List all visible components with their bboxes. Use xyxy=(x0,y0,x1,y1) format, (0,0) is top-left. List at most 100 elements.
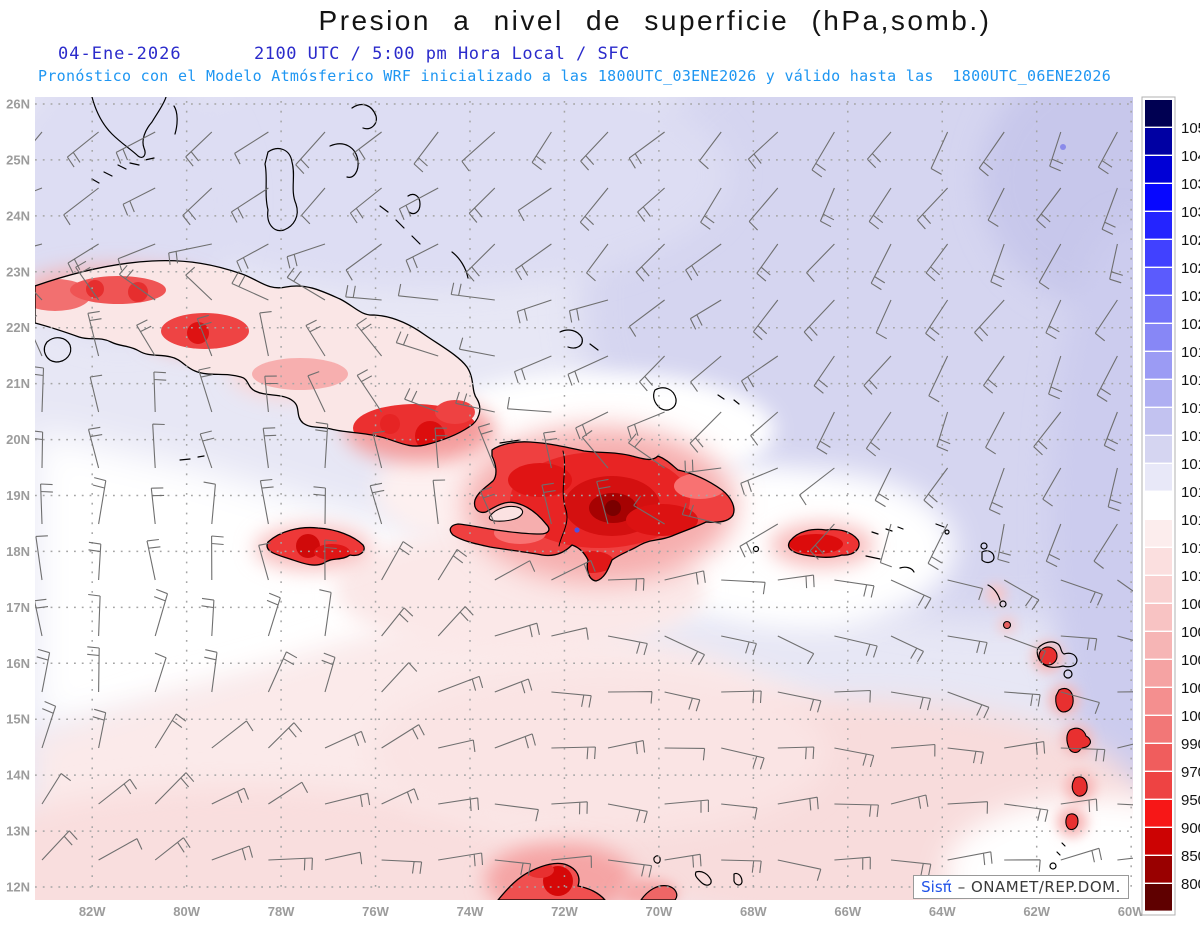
wind-barb xyxy=(1094,299,1118,342)
wind-barb xyxy=(575,411,609,440)
wind-barb xyxy=(258,542,271,581)
colorbar-cell xyxy=(1145,856,1172,883)
wind-barb xyxy=(689,299,722,330)
wind-barb xyxy=(741,355,779,392)
barbuda xyxy=(980,542,988,550)
wind-barb xyxy=(35,291,43,301)
martinique-low xyxy=(1066,727,1091,753)
wind-barb xyxy=(41,700,57,749)
wind-barb xyxy=(1004,803,1049,822)
colorbar-label: 1040 xyxy=(1181,148,1200,165)
wind-barb xyxy=(664,799,709,813)
colorbar-cell xyxy=(1145,492,1172,519)
wind-barb xyxy=(35,131,43,142)
florida-keys xyxy=(91,157,155,184)
colorbar-label: 900 xyxy=(1181,820,1200,837)
wind-barb xyxy=(404,388,439,413)
wind-barb xyxy=(747,131,779,169)
wind-barb xyxy=(154,772,195,805)
grenadines xyxy=(1056,842,1066,856)
wind-barb xyxy=(633,495,665,525)
blob xyxy=(86,280,104,298)
wind-barb xyxy=(268,781,309,805)
blob xyxy=(380,414,400,434)
wind-barb xyxy=(639,355,665,392)
wind-barb xyxy=(1107,467,1122,512)
wind-barb xyxy=(1004,635,1046,663)
colorbar-cell xyxy=(1145,660,1172,687)
wind-barb xyxy=(870,243,892,291)
wind-barb xyxy=(923,467,949,509)
colorbar-label: 1013 xyxy=(1181,512,1200,529)
wind-barb xyxy=(372,430,385,469)
wind-barb xyxy=(185,131,213,167)
wind-barb xyxy=(983,355,1005,394)
wind-barb xyxy=(146,538,161,581)
wind-barb xyxy=(581,430,609,469)
andros-island xyxy=(264,148,298,232)
wind-barb xyxy=(203,481,216,525)
watermark-brand: Sisπ́ xyxy=(921,878,952,896)
mona-island xyxy=(752,545,760,553)
wind-barb xyxy=(1045,523,1062,568)
wind-barb xyxy=(551,746,596,760)
colorbar-cell xyxy=(1145,128,1172,155)
pink-zone-caribbean xyxy=(370,667,830,837)
lat-label: 22N xyxy=(6,320,30,335)
wind-barb xyxy=(1004,741,1046,755)
wind-barb xyxy=(1060,747,1106,762)
wind-barb xyxy=(494,859,532,876)
wind-barb xyxy=(437,548,468,581)
lat-label: 23N xyxy=(6,264,30,279)
blob xyxy=(435,400,475,424)
wind-barb xyxy=(1093,523,1118,569)
wind-barb xyxy=(531,131,552,171)
wind-barb xyxy=(664,570,706,585)
wind-barb xyxy=(455,391,495,413)
colorbar-label: 990 xyxy=(1181,736,1200,753)
wind-barb xyxy=(152,423,165,469)
wind-barb xyxy=(494,803,539,822)
wind-barb xyxy=(234,131,269,165)
wind-barb xyxy=(925,243,949,282)
wind-barb xyxy=(813,355,835,394)
colorbar-cell xyxy=(1145,324,1172,351)
wind-barb xyxy=(154,837,191,861)
wind-barb xyxy=(834,689,871,703)
wind-barb xyxy=(494,560,536,581)
wind-barb xyxy=(927,523,949,571)
wind-barb xyxy=(1004,859,1041,872)
wind-barb xyxy=(41,830,78,861)
wind-barb xyxy=(990,243,1005,288)
wind-barb xyxy=(1042,467,1062,507)
wind-barb xyxy=(286,243,326,269)
wind-barb xyxy=(607,691,653,704)
wind-barb xyxy=(356,369,383,413)
wind-barb xyxy=(295,131,326,174)
lon-label: 68W xyxy=(740,904,767,919)
wind-barb xyxy=(67,243,99,274)
colorbar-cell xyxy=(1145,100,1172,127)
wind-barb xyxy=(628,299,665,337)
blob xyxy=(605,500,621,516)
wind-barb xyxy=(307,371,326,413)
colorbar-cell xyxy=(1145,772,1172,799)
lat-label: 20N xyxy=(6,432,30,447)
wind-barb xyxy=(607,635,648,656)
wind-barb xyxy=(567,355,609,386)
lon-label: 72W xyxy=(551,904,578,919)
exuma-cays xyxy=(379,205,421,245)
wind-barb xyxy=(150,487,165,525)
wind-barb xyxy=(1117,743,1133,749)
wind-barb xyxy=(947,579,984,601)
wind-barb xyxy=(1097,131,1118,175)
colorbar: 1050 1040 1035 1030 1028 1025 1022 1020 1019 1018… xyxy=(1141,96,1200,916)
wind-barb xyxy=(819,187,835,228)
wind-barb xyxy=(974,299,1005,342)
wind-barb xyxy=(185,266,213,301)
lon-label: 78W xyxy=(268,904,295,919)
colorbar-cell xyxy=(1145,156,1172,183)
wind-barb xyxy=(551,801,588,815)
wind-barb xyxy=(607,803,648,824)
wind-barb xyxy=(1038,243,1062,290)
